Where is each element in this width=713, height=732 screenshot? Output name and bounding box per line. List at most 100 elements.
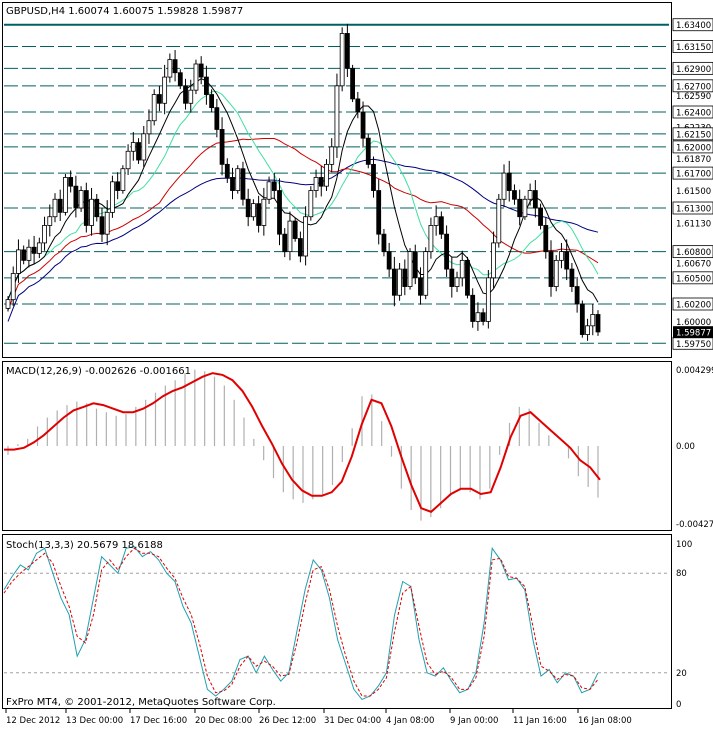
candle-body — [485, 277, 491, 322]
candle-body — [26, 246, 32, 261]
candle-body — [214, 107, 220, 130]
candle-body — [506, 172, 512, 191]
price-tick-label: 1.62150 — [676, 130, 711, 140]
candle-body — [365, 137, 371, 165]
stoch-main-line — [3, 546, 599, 701]
candle-body — [177, 72, 183, 87]
macd-tick-label: 0.004299 — [676, 366, 713, 376]
candle-body — [381, 233, 387, 253]
price-label-box — [672, 105, 713, 119]
current-price-label: 1.59877 — [676, 329, 711, 339]
candle-body — [391, 268, 397, 296]
macd-label: MACD(12,26,9) -0.002626 -0.001661 — [6, 366, 191, 377]
candle-body — [376, 190, 382, 235]
price-label-box — [672, 201, 713, 215]
stoch-lines — [3, 546, 599, 701]
candle-body — [151, 94, 157, 122]
candle-body — [579, 303, 585, 335]
copyright-text: FxPro MT4, © 2001-2012, MetaQuotes Softw… — [6, 697, 276, 708]
candle-body — [564, 251, 570, 270]
time-tick-label: 9 Jan 00:00 — [450, 716, 498, 726]
candle-body — [433, 216, 439, 226]
candle-body — [277, 190, 282, 235]
time-tick-label: 26 Dec 12:00 — [259, 716, 316, 726]
time-tick-label: 4 Jan 08:00 — [386, 716, 434, 726]
candlesticks — [5, 23, 601, 341]
candle-body — [104, 211, 110, 235]
candle-body — [569, 268, 575, 287]
candle-body — [407, 251, 413, 287]
macd-signal-line — [4, 372, 601, 513]
candle-body — [157, 94, 162, 104]
macd-axis: 0.004299 0.00 -0.00427 — [676, 366, 713, 530]
price-label-box — [672, 40, 713, 53]
candle-body — [47, 216, 53, 226]
candle-body — [559, 251, 564, 261]
price-tick-label: 1.60000 — [676, 318, 711, 328]
candle-body — [167, 59, 173, 78]
candle-body — [334, 85, 340, 148]
candle-body — [355, 98, 361, 113]
candle-body — [172, 59, 178, 74]
price-tick-label: 1.62590 — [676, 92, 711, 102]
time-tick-label: 12 Dec 2012 — [6, 716, 60, 726]
stoch-signal-line — [3, 547, 599, 697]
candle-body — [574, 286, 580, 305]
candle-body — [527, 190, 533, 200]
candle-body — [449, 268, 455, 287]
candle-body — [318, 177, 324, 187]
time-tick-label: 11 Jan 16:00 — [513, 716, 567, 726]
candle-body — [287, 220, 293, 253]
candle-body — [110, 181, 115, 213]
candle-body — [219, 129, 225, 165]
price-label-box — [672, 79, 713, 93]
current-price-box — [673, 326, 713, 339]
candle-body — [297, 238, 303, 257]
candle-body — [57, 198, 63, 213]
candle-body — [324, 163, 329, 187]
price-tick-label: 1.59750 — [676, 340, 711, 350]
price-tick-label: 1.62900 — [676, 65, 711, 75]
candle-body — [68, 177, 74, 187]
price-tick-label: 1.60200 — [676, 301, 711, 311]
candle-body — [303, 216, 309, 257]
candle-body — [115, 181, 121, 191]
candle-body — [193, 63, 199, 91]
ma-green-line — [7, 90, 599, 300]
candle-body — [308, 190, 314, 218]
symbol-header: GBPUSD,H4 1.60074 1.60075 1.59828 1.5987… — [6, 6, 243, 17]
macd-tick-label: 0.00 — [676, 442, 695, 452]
stoch-level-lines — [4, 572, 669, 674]
candle-body — [94, 198, 100, 218]
price-tick-label: 1.60670 — [676, 259, 711, 269]
candle-body — [585, 325, 590, 335]
candle-body — [590, 314, 596, 327]
candle-body — [402, 268, 408, 287]
candle-body — [595, 314, 601, 333]
candle-body — [501, 172, 507, 200]
candle-body — [386, 251, 392, 270]
price-tick-label: 1.61300 — [676, 205, 711, 215]
price-label-box — [672, 271, 713, 285]
price-label-box — [672, 297, 713, 311]
candle-body — [63, 177, 68, 213]
candle-body — [198, 63, 204, 78]
candle-body — [522, 198, 528, 218]
candle-body — [397, 268, 402, 296]
price-tick-label: 1.61870 — [676, 155, 711, 165]
candle-body — [543, 225, 549, 253]
macd-panel-frame — [2, 361, 672, 531]
candle-body — [21, 249, 27, 261]
candle-body — [360, 111, 366, 139]
candle-body — [52, 198, 58, 218]
candle-body — [235, 168, 241, 191]
candle-body — [120, 168, 126, 191]
candle-body — [512, 190, 517, 200]
candle-body — [42, 225, 47, 244]
candle-body — [412, 251, 418, 279]
price-tick-label: 1.63150 — [676, 43, 711, 53]
candle-body — [371, 163, 376, 191]
stoch-label: Stoch(13,3,3) 20.5679 18.6188 — [6, 540, 163, 551]
macd-signal — [4, 372, 601, 513]
